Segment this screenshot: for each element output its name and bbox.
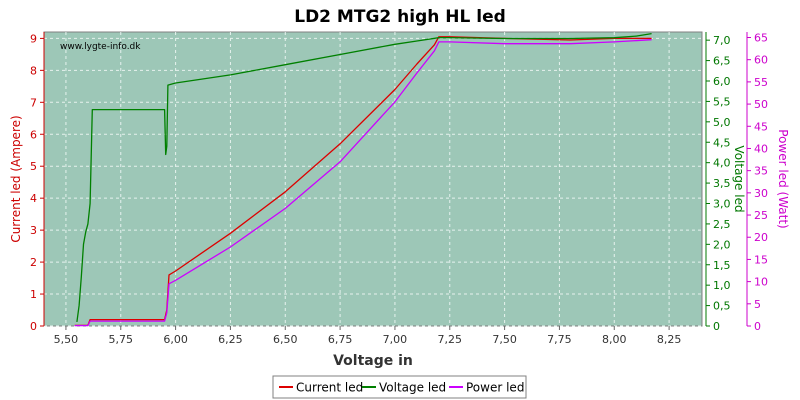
left-tick-label: 9: [30, 32, 37, 45]
voltage-axis-tick-label: 4,5: [713, 136, 731, 149]
power-axis-tick-label: 0: [754, 320, 761, 333]
power-axis-tick-label: 20: [754, 231, 768, 244]
legend-box: [272, 375, 527, 399]
voltage-axis-tick-label: 0,5: [713, 300, 731, 313]
voltage-axis-tick-label: 5,5: [713, 95, 731, 108]
voltage-axis-label: Voltage led: [732, 145, 746, 212]
power-led-line: [74, 39, 652, 327]
power-axis-tick-label: 35: [754, 165, 768, 178]
legend-label-current-led: Current led: [296, 381, 363, 395]
legend-label-power-led: Power led: [466, 381, 524, 395]
power-axis-label: Power led (Watt): [776, 129, 790, 228]
power-axis-tick-label: 10: [754, 276, 768, 289]
x-tick-label: 6,25: [218, 333, 243, 346]
power-axis-tick-label: 25: [754, 209, 768, 222]
x-axis: 5,50 5,75 6,00 6,25 6,50 6,75 7,00 7,25 7,50 7,75…: [54, 326, 682, 346]
voltage-axis-tick-label: 1,5: [713, 259, 731, 272]
power-axis-tick-label: 15: [754, 253, 768, 266]
left-axis-label: Current led (Ampere): [9, 115, 23, 242]
legend: Current led Voltage led Power led: [272, 375, 527, 399]
power-axis: 0 5 10 15 20 25 30 35 40 45 50 55 60 65: [746, 32, 768, 333]
voltage-axis-tick-label: 5,0: [713, 116, 731, 129]
x-tick-label: 7,25: [438, 333, 463, 346]
left-tick-label: 2: [30, 256, 37, 269]
voltage-axis-tick-label: 4,0: [713, 157, 731, 170]
left-tick-label: 5: [30, 160, 37, 173]
x-tick-label: 6,00: [163, 333, 188, 346]
left-axis: 0 1 2 3 4 5 6 7 8 9: [30, 32, 45, 333]
x-tick-label: 6,50: [273, 333, 298, 346]
x-tick-label: 7,00: [383, 333, 408, 346]
voltage-axis-tick-label: 6,0: [713, 75, 731, 88]
left-tick-label: 3: [30, 224, 37, 237]
left-tick-label: 4: [30, 192, 37, 205]
power-axis-tick-label: 5: [754, 298, 761, 311]
legend-items: Current led Voltage led Power led: [279, 381, 524, 395]
voltage-axis-tick-label: 3,0: [713, 198, 731, 211]
power-axis-tick-label: 60: [754, 54, 768, 67]
voltage-axis: 0 0,5 1,0 1,5 2,0 2,5 3,0 3,5 4,0 4,5 5,0 5,5 6,0 6,5…: [705, 32, 731, 333]
left-tick-label: 1: [30, 288, 37, 301]
x-axis-label: Voltage in: [333, 353, 413, 369]
voltage-axis-tick-label: 0: [713, 320, 720, 333]
voltage-axis-tick-label: 1,0: [713, 279, 731, 292]
left-tick-label: 7: [30, 96, 37, 109]
voltage-led-line: [76, 32, 652, 322]
power-axis-tick-label: 65: [754, 32, 768, 45]
left-tick-label: 0: [30, 320, 37, 333]
plot-area: [43, 31, 703, 327]
left-tick-label: 6: [30, 128, 37, 141]
x-tick-label: 6,75: [328, 333, 353, 346]
voltage-axis-tick-label: 7,0: [713, 34, 731, 47]
voltage-axis-tick-label: 2,0: [713, 238, 731, 251]
power-axis-tick-label: 40: [754, 142, 768, 155]
legend-label-voltage-led: Voltage led: [379, 381, 446, 395]
voltage-axis-tick-label: 2,5: [713, 218, 731, 231]
left-tick-label: 8: [30, 64, 37, 77]
x-tick-label: 7,50: [492, 333, 517, 346]
x-tick-label: 8,25: [657, 333, 682, 346]
power-axis-tick-label: 55: [754, 76, 768, 89]
voltage-axis-tick-label: 3,5: [713, 177, 731, 190]
x-tick-label: 5,75: [109, 333, 134, 346]
power-axis-tick-label: 45: [754, 120, 768, 133]
watermark: www.lygte-info.dk: [60, 42, 141, 52]
voltage-axis-tick-label: 6,5: [713, 55, 731, 68]
x-tick-label: 8,00: [602, 333, 627, 346]
x-tick-label: 5,50: [54, 333, 79, 346]
power-axis-tick-label: 30: [754, 187, 768, 200]
chart-title: LD2 MTG2 high HL led: [294, 7, 506, 27]
power-axis-tick-label: 50: [754, 98, 768, 111]
series-group: [74, 32, 652, 327]
x-tick-label: 7,75: [547, 333, 572, 346]
